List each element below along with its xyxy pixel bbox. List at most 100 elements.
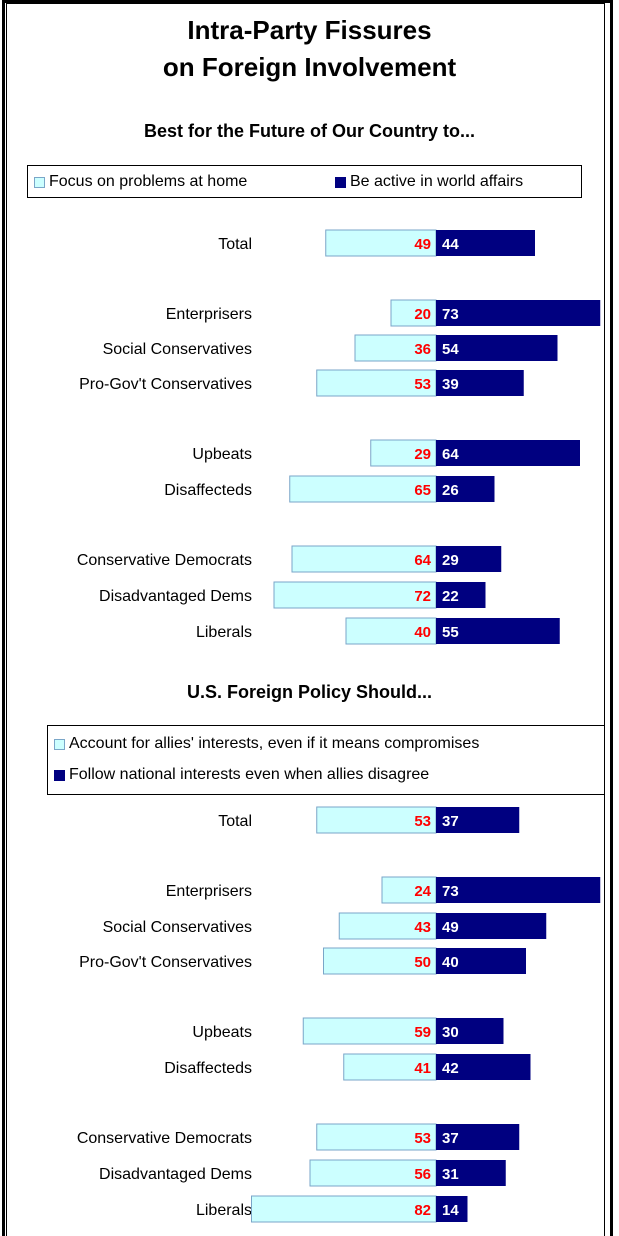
chart-1-category-label: Social Conservatives xyxy=(103,341,252,358)
chart-1-value-right: 44 xyxy=(442,236,459,253)
chart-2-bar-right xyxy=(436,1054,531,1080)
chart-1-category-label: Disadvantaged Dems xyxy=(99,588,252,605)
chart-1-category-label: Disaffecteds xyxy=(164,482,252,499)
chart-1-legend-label-left: Focus on problems at home xyxy=(49,173,248,190)
chart-1-bar-left xyxy=(291,545,437,573)
chart-1-category-label: Conservative Democrats xyxy=(77,552,252,569)
chart-2-category-label: Enterprisers xyxy=(166,883,252,900)
chart-1-value-left: 65 xyxy=(414,482,431,499)
legend-swatch-dark xyxy=(335,176,346,188)
chart-2-value-left: 41 xyxy=(414,1060,431,1077)
chart-2-category-label: Social Conservatives xyxy=(103,919,252,936)
chart-2-value-right: 40 xyxy=(442,954,459,971)
chart-2-value-right: 49 xyxy=(442,919,459,936)
chart-1-bar-left xyxy=(345,617,437,645)
chart-1-category-label: Enterprisers xyxy=(166,306,252,323)
chart-2-category-label: Disadvantaged Dems xyxy=(99,1166,252,1183)
chart-2-value-right: 31 xyxy=(442,1166,459,1183)
chart-1-category-label: Total xyxy=(218,236,252,253)
chart-2-category-label: Conservative Democrats xyxy=(77,1130,252,1147)
chart-2-bar-left xyxy=(343,1053,437,1081)
chart-1-bar-right xyxy=(436,618,560,644)
chart-1-legend-item-left: Focus on problems at home xyxy=(34,173,247,191)
chart-2-category-label: Pro-Gov't Conservatives xyxy=(79,954,252,971)
legend-swatch-light xyxy=(34,176,45,188)
chart-1-bar-right xyxy=(436,370,524,396)
chart-1-value-right: 73 xyxy=(442,306,459,323)
chart-1-legend-label-right: Be active in world affairs xyxy=(350,173,524,190)
chart-title: Intra-Party Fissures on Foreign Involvem… xyxy=(0,12,619,86)
chart-2-value-left: 82 xyxy=(414,1202,431,1219)
chart-1-value-right: 39 xyxy=(442,376,459,393)
chart-1-value-left: 29 xyxy=(414,446,431,463)
chart-2-legend-label-left: Account for allies' interests, even if i… xyxy=(69,735,480,752)
chart-1-value-left: 49 xyxy=(414,236,431,253)
chart-1-bar-right xyxy=(436,582,486,608)
chart-1-value-right: 54 xyxy=(442,341,459,358)
chart-2-category-label: Disaffecteds xyxy=(164,1060,252,1077)
chart-1-value-left: 64 xyxy=(414,552,431,569)
chart-2-bar-right xyxy=(436,1196,468,1222)
chart-1-category-label: Liberals xyxy=(196,624,252,641)
chart-1-legend: Focus on problems at home Be active in w… xyxy=(27,165,582,198)
chart-2-value-right: 73 xyxy=(442,883,459,900)
title-line-1: Intra-Party Fissures xyxy=(187,15,432,45)
chart-2-bar-right xyxy=(436,1018,504,1044)
chart-2-value-left: 50 xyxy=(414,954,431,971)
chart-2-value-right: 37 xyxy=(442,813,459,830)
chart-1-value-left: 40 xyxy=(414,624,431,641)
chart-2-bar-left xyxy=(323,947,437,975)
legend-swatch-light xyxy=(54,738,65,750)
chart-1-bar-left xyxy=(370,439,437,467)
chart-1-value-left: 36 xyxy=(414,341,431,358)
chart-2-legend-label-right: Follow national interests even when alli… xyxy=(69,766,430,783)
chart-1-category-label: Upbeats xyxy=(192,446,252,463)
chart-frame-inner xyxy=(6,3,605,1236)
chart-2-bar-left xyxy=(316,1123,437,1151)
chart-2-bar-right xyxy=(436,877,601,903)
chart-1-bar-left xyxy=(354,334,437,362)
chart-1-bar-right xyxy=(436,546,502,572)
chart-1-bar-left xyxy=(289,475,437,503)
chart-2-bar-left xyxy=(302,1017,437,1045)
chart-2-legend-item-right: Follow national interests even when alli… xyxy=(54,766,429,784)
title-line-2: on Foreign Involvement xyxy=(162,52,457,82)
chart-2-value-left: 53 xyxy=(414,1130,431,1147)
chart-1-title: Best for the Future of Our Country to... xyxy=(144,121,475,141)
legend-swatch-dark xyxy=(54,769,65,781)
chart-1-value-left: 72 xyxy=(414,588,431,605)
chart-2-value-left: 24 xyxy=(414,883,431,900)
chart-2-bar-right xyxy=(436,807,520,833)
chart-1-category-label: Pro-Gov't Conservatives xyxy=(79,376,252,393)
chart-2-category-label: Liberals xyxy=(196,1202,252,1219)
chart-2-legend-item-left: Account for allies' interests, even if i… xyxy=(54,735,479,753)
chart-1-value-left: 20 xyxy=(414,306,431,323)
chart-1-bar-left xyxy=(325,229,437,257)
chart-2-value-right: 14 xyxy=(442,1202,459,1219)
chart-1-bar-left xyxy=(390,299,437,327)
chart-1-value-right: 29 xyxy=(442,552,459,569)
chart-1-value-right: 64 xyxy=(442,446,459,463)
chart-1-value-right: 26 xyxy=(442,482,459,499)
chart-2-value-left: 56 xyxy=(414,1166,431,1183)
chart-1-bar-right xyxy=(436,440,580,466)
chart-2-bar-left xyxy=(316,806,437,834)
chart-2-bar-right xyxy=(436,1124,520,1150)
chart-2-value-left: 59 xyxy=(414,1024,431,1041)
chart-2-value-left: 43 xyxy=(414,919,431,936)
chart-1-bar-right xyxy=(436,476,495,502)
chart-1-value-left: 53 xyxy=(414,376,431,393)
chart-1-bar-right xyxy=(436,230,535,256)
chart-2-value-left: 53 xyxy=(414,813,431,830)
chart-2-bar-left xyxy=(309,1159,437,1187)
chart-2-category-label: Upbeats xyxy=(192,1024,252,1041)
chart-1-bar-right xyxy=(436,335,558,361)
chart-2-bar-right xyxy=(436,948,526,974)
chart-1-value-right: 22 xyxy=(442,588,459,605)
chart-1-bar-right xyxy=(436,300,601,326)
chart-2-legend: Account for allies' interests, even if i… xyxy=(47,725,605,795)
chart-1-value-right: 55 xyxy=(442,624,459,641)
chart-1-legend-item-right: Be active in world affairs xyxy=(335,173,523,191)
chart-2-bar-right xyxy=(436,1160,506,1186)
